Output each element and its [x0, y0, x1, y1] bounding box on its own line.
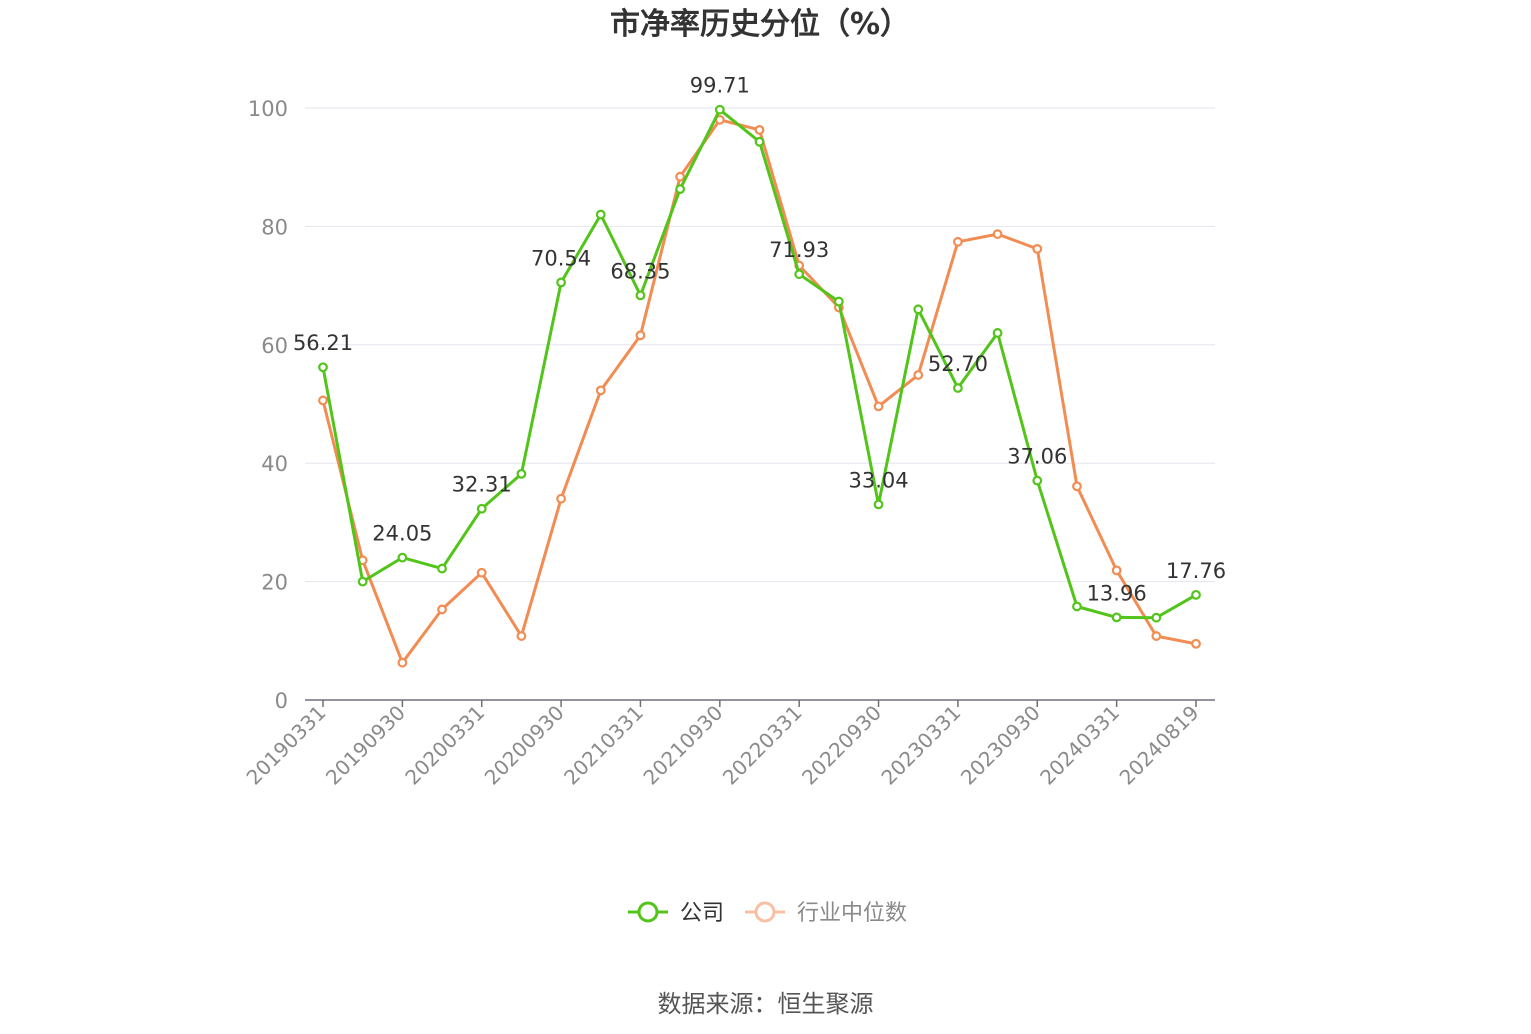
- data-label: 52.70: [928, 352, 988, 376]
- x-tick-label: 20220930: [797, 701, 886, 790]
- data-point: [1151, 631, 1162, 641]
- data-point: [1111, 612, 1122, 623]
- data-point: [675, 171, 686, 182]
- data-point: [1151, 612, 1162, 623]
- data-point: [1032, 475, 1043, 486]
- x-tick-label: 20220331: [718, 701, 807, 790]
- data-label: 56.21: [293, 331, 353, 355]
- y-tick-label: 20: [261, 571, 288, 595]
- y-tick-label: 40: [261, 452, 288, 476]
- data-point: [595, 385, 606, 396]
- source-note: 数据来源：恒生聚源: [657, 990, 874, 1018]
- legend-item[interactable]: 行业中位数: [745, 901, 907, 926]
- data-label: 13.96: [1087, 581, 1147, 605]
- data-point: [675, 184, 686, 195]
- data-point: [913, 370, 924, 380]
- data-point: [1072, 601, 1082, 612]
- x-tick-label: 20210331: [559, 701, 648, 790]
- x-tick-label: 20230930: [956, 701, 1045, 790]
- data-label: 37.06: [1007, 445, 1067, 469]
- data-point: [437, 604, 447, 615]
- data-point: [556, 493, 566, 504]
- data-point: [556, 277, 566, 288]
- data-point: [397, 657, 408, 668]
- data-point: [833, 296, 844, 307]
- data-point: [635, 330, 646, 341]
- x-tick-label: 20230331: [876, 701, 965, 790]
- data-point: [437, 563, 447, 574]
- data-label: 32.31: [452, 473, 512, 497]
- data-label: 70.54: [531, 246, 591, 270]
- x-tick-label: 20240331: [1035, 701, 1124, 790]
- data-point: [913, 304, 924, 315]
- data-point: [476, 503, 487, 514]
- data-point: [516, 468, 527, 479]
- data-point: [1111, 565, 1122, 576]
- data-point: [873, 499, 884, 510]
- data-label: 99.71: [690, 74, 750, 98]
- grid-lines: [305, 107, 1215, 583]
- data-point: [1072, 481, 1082, 492]
- x-tick-label: 20200930: [480, 701, 569, 790]
- data-label: 17.76: [1166, 559, 1226, 583]
- x-tick-label: 20190930: [321, 701, 410, 790]
- data-point: [873, 401, 884, 412]
- data-point: [357, 576, 368, 587]
- data-point: [714, 104, 725, 115]
- data-point: [516, 631, 527, 641]
- data-point: [953, 236, 963, 247]
- data-point: [595, 209, 606, 220]
- data-point: [1191, 589, 1201, 600]
- y-tick-label: 100: [248, 97, 288, 121]
- y-tick-label: 60: [261, 334, 288, 358]
- x-tick-label: 20190331: [242, 701, 331, 790]
- x-tick-label: 20210930: [638, 701, 727, 790]
- data-label: 68.35: [610, 259, 670, 283]
- data-point: [754, 136, 765, 147]
- data-labels: 56.21 24.05 32.31 70.54 68.35 99.71 71.93 33.04…: [293, 74, 1226, 606]
- data-label: 33.04: [848, 468, 908, 492]
- legend-label: 公司: [680, 901, 724, 926]
- x-tick-label: 20200331: [400, 701, 489, 790]
- data-point: [635, 290, 646, 301]
- data-point: [794, 269, 805, 280]
- data-point: [1191, 638, 1201, 649]
- data-label: 71.93: [769, 238, 829, 262]
- data-point: [397, 552, 408, 563]
- y-tick-label: 80: [261, 215, 288, 239]
- legend-swatch-marker: [754, 901, 776, 923]
- data-label: 24.05: [372, 522, 432, 546]
- legend[interactable]: 公司 行业中位数: [628, 901, 907, 926]
- data-point: [992, 328, 1003, 338]
- x-axis: 2019033120190930202003312020093020210331…: [242, 699, 1215, 790]
- data-point: [992, 229, 1003, 239]
- data-point: [318, 362, 328, 373]
- data-point: [953, 383, 963, 393]
- x-tick-label: 20240819: [1115, 701, 1204, 790]
- data-point: [476, 567, 487, 578]
- data-point: [318, 395, 328, 406]
- legend-swatch-marker: [637, 901, 659, 923]
- y-tick-label: 0: [275, 689, 288, 713]
- data-point: [754, 125, 765, 135]
- series-line: [321, 108, 1197, 620]
- legend-label: 行业中位数: [797, 901, 907, 926]
- legend-item[interactable]: 公司: [628, 901, 724, 926]
- series-lines: [318, 104, 1201, 668]
- data-point: [1032, 243, 1043, 254]
- chart-title: 市净率历史分位（%）: [610, 7, 910, 42]
- y-axis: 0 20 40 60 80 100: [248, 97, 288, 713]
